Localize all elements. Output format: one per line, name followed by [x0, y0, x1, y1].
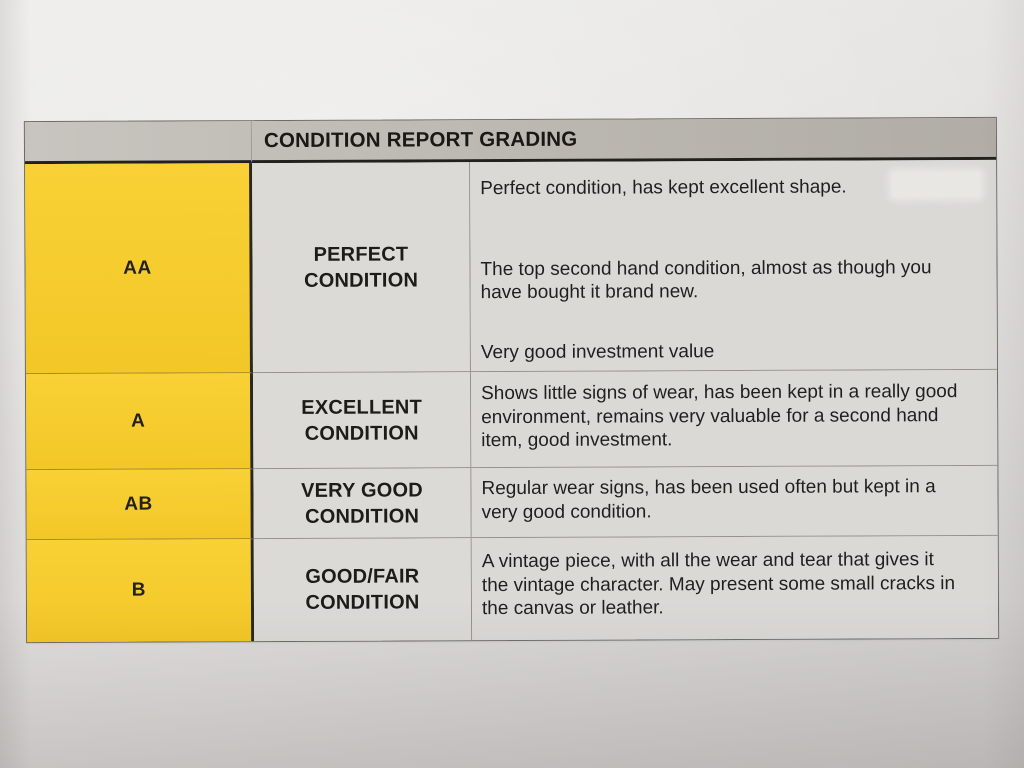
- grade-cell-ab: AB: [26, 469, 254, 541]
- description-paragraph: Very good investment value: [480, 340, 715, 363]
- description-cell-ab: Regular wear signs, has been used often …: [471, 465, 998, 539]
- grade-code: AB: [124, 493, 153, 515]
- condition-label-line: CONDITION: [304, 421, 419, 445]
- description-paragraph: Shows little signs of wear, has been kep…: [481, 381, 958, 452]
- grade-code: AA: [123, 257, 152, 279]
- condition-label-line: EXCELLENT: [301, 395, 423, 419]
- description-paragraph: Perfect condition, has kept excellent sh…: [480, 176, 847, 200]
- condition-label-line: PERFECT: [313, 242, 409, 266]
- grade-cell-b: B: [26, 539, 255, 643]
- condition-label-cell-aa: PERFECT CONDITION: [252, 162, 471, 374]
- grade-code: B: [131, 579, 147, 601]
- condition-label-line: CONDITION: [303, 268, 419, 292]
- grade-cell-a: A: [25, 373, 254, 471]
- header-title-cell: CONDITION REPORT GRADING: [251, 117, 997, 164]
- condition-label-line: VERY GOOD: [301, 478, 423, 502]
- condition-label-line: CONDITION: [305, 504, 420, 528]
- grade-cell-aa: AA: [25, 163, 253, 375]
- table-title: CONDITION REPORT GRADING: [263, 127, 578, 152]
- header-empty-cell: [24, 121, 253, 165]
- description-cell-a: Shows little signs of wear, has been kep…: [470, 369, 998, 469]
- description-cell-aa: Perfect condition, has kept excellent sh…: [470, 159, 997, 373]
- condition-label-cell-a: EXCELLENT CONDITION: [252, 372, 472, 470]
- condition-grading-table: CONDITION REPORT GRADING AA PERFECT COND…: [23, 116, 1000, 644]
- description-paragraph: The top second hand condition, almost as…: [480, 256, 932, 304]
- description-paragraph: A vintage piece, with all the wear and t…: [481, 549, 956, 620]
- condition-label-cell-b: GOOD/FAIR CONDITION: [253, 538, 473, 642]
- condition-label-line: GOOD/FAIR: [305, 565, 420, 588]
- condition-label-line: CONDITION: [305, 591, 420, 614]
- description-paragraph: Regular wear signs, has been used often …: [481, 476, 936, 523]
- description-cell-b: A vintage piece, with all the wear and t…: [471, 535, 999, 641]
- grade-code: A: [131, 410, 146, 432]
- condition-label-cell-ab: VERY GOOD CONDITION: [253, 468, 472, 540]
- whiteout-correction-patch: [892, 171, 981, 198]
